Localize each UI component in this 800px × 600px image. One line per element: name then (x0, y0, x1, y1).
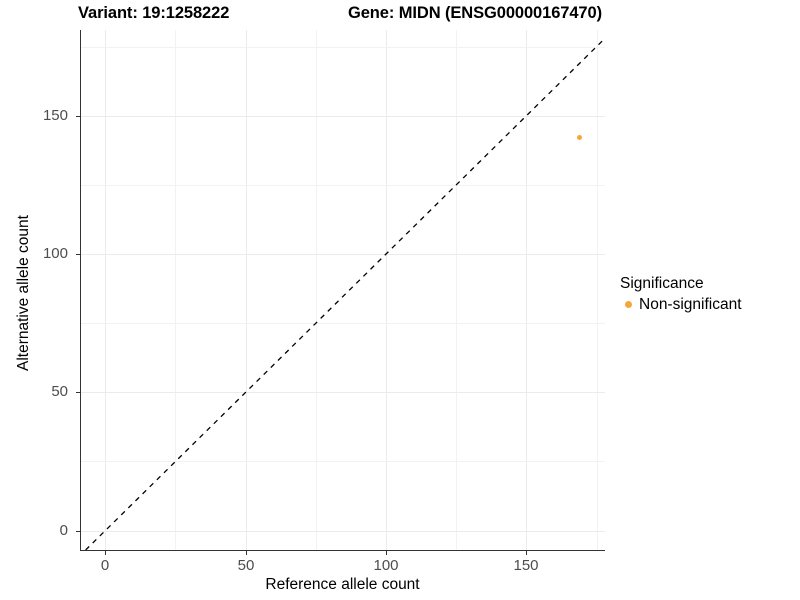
y-tick-mark (76, 531, 80, 532)
y-tick-label: 150 (42, 107, 68, 124)
x-tick-label: 0 (100, 557, 110, 574)
x-tick-label: 150 (513, 557, 539, 574)
x-tick-mark (246, 551, 247, 555)
gridline (246, 30, 247, 550)
y-axis-title: Alternative allele count (15, 215, 32, 371)
gridline (80, 461, 605, 462)
y-tick-label: 50 (51, 383, 68, 400)
gridline (105, 30, 106, 550)
x-tick-mark (526, 551, 527, 555)
gridline (316, 30, 317, 550)
gridline (80, 323, 605, 324)
gridline (456, 30, 457, 550)
gridline (80, 254, 605, 255)
y-tick-mark (76, 116, 80, 117)
y-tick-label: 0 (59, 522, 68, 539)
gridline (80, 185, 605, 186)
legend-item[interactable]: Non-significant (620, 295, 742, 314)
gridline (80, 531, 605, 532)
x-tick-label: 50 (237, 557, 255, 574)
y-tick-mark (76, 392, 80, 393)
gridline (80, 47, 605, 48)
legend-item-label: Non-significant (639, 296, 742, 313)
gridline (80, 392, 605, 393)
plot-panel (80, 30, 605, 550)
y-axis-line (80, 30, 81, 551)
variant-title: Variant: 19:1258222 (78, 4, 230, 22)
y-tick-label: 100 (42, 245, 68, 262)
x-axis-line (80, 550, 605, 551)
gridline (526, 30, 527, 550)
legend-key (620, 296, 637, 313)
data-point[interactable] (577, 135, 583, 141)
x-tick-mark (105, 551, 106, 555)
y-tick-mark (76, 254, 80, 255)
legend-title: Significance (620, 275, 704, 292)
gene-title: Gene: MIDN (ENSG00000167470) (348, 4, 602, 22)
gridline (386, 30, 387, 550)
circle-marker-icon (625, 301, 632, 308)
gridline (597, 30, 598, 550)
legend-entries: Non-significant (620, 295, 742, 314)
gridline (80, 116, 605, 117)
x-tick-label: 100 (373, 557, 399, 574)
x-tick-mark (386, 551, 387, 555)
gridline (175, 30, 176, 550)
legend: Significance Non-significant (620, 274, 742, 314)
x-axis-title: Reference allele count (265, 576, 420, 593)
